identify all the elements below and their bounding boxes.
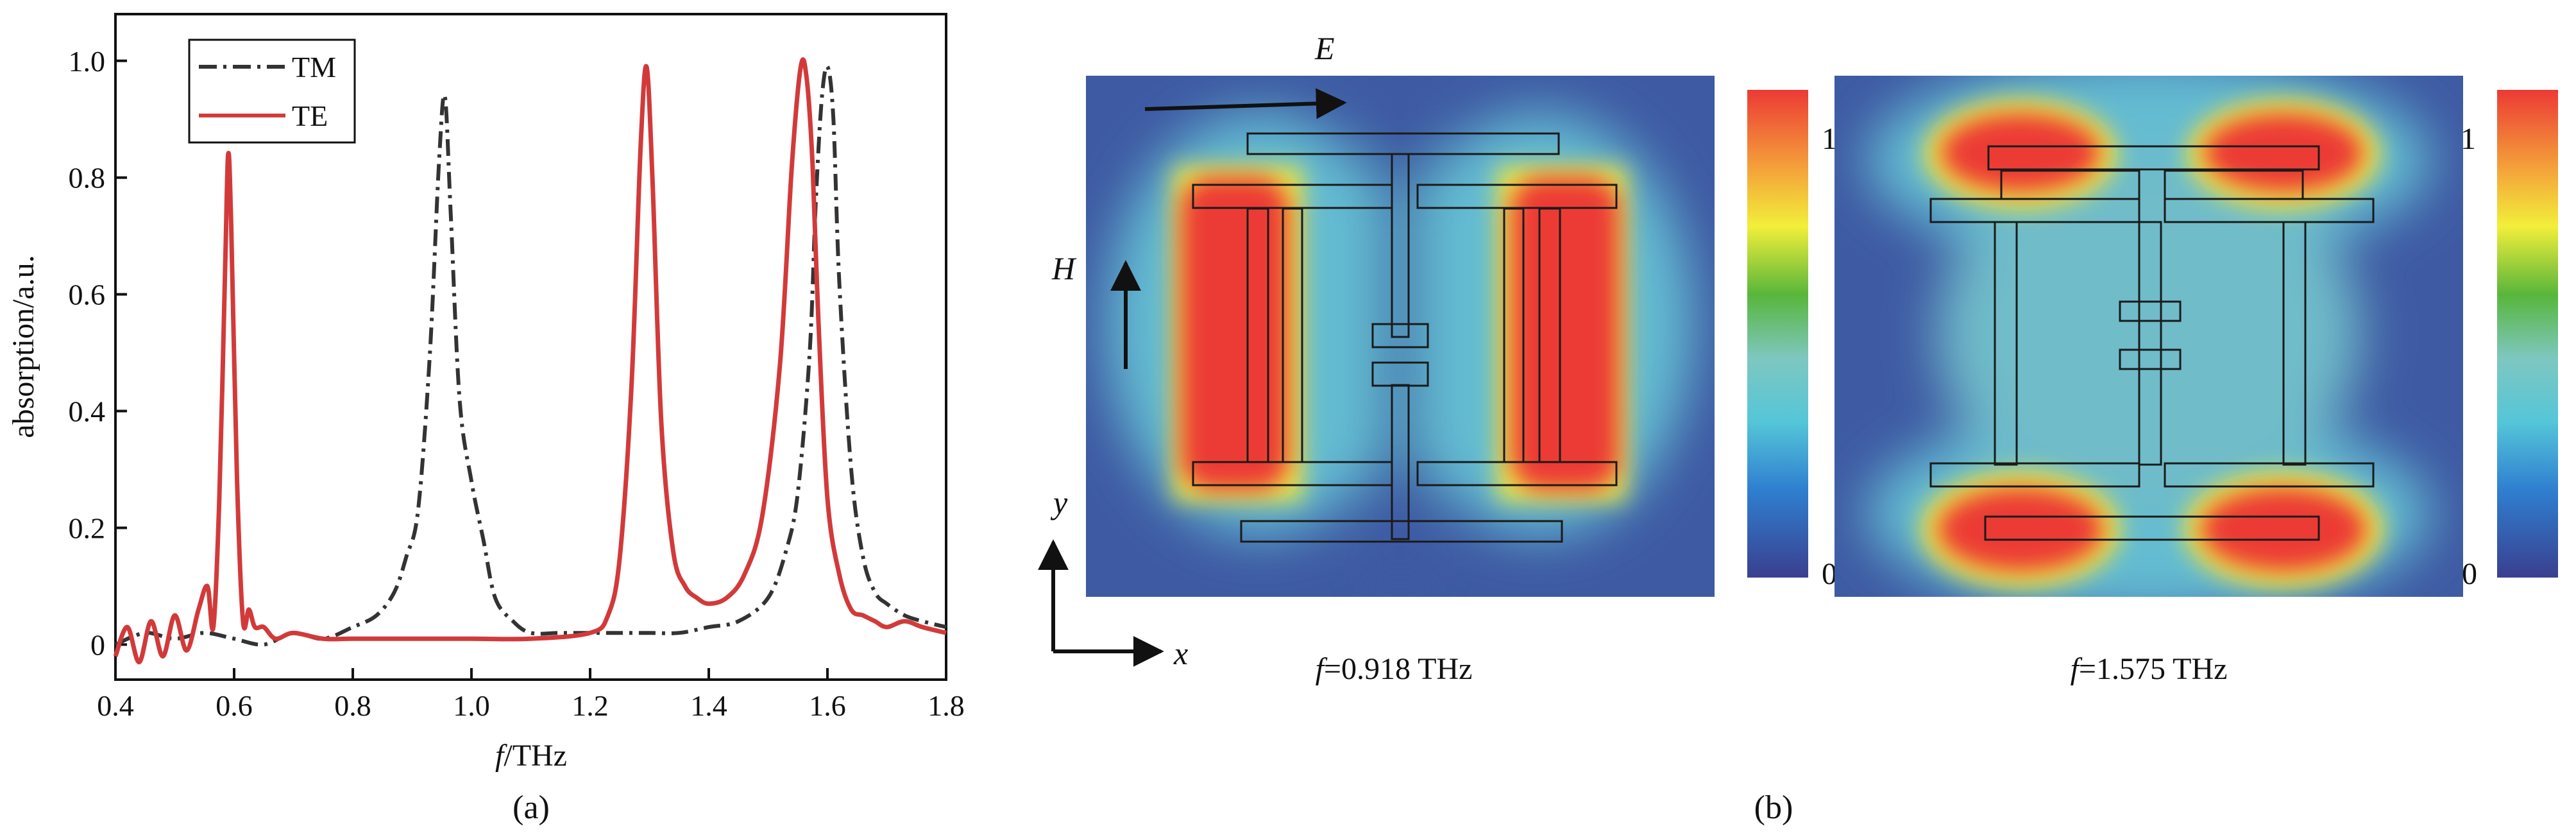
frequency-label-2-value: =1.575 THz (2079, 652, 2228, 686)
hot-spot-bottom-right (2200, 487, 2367, 572)
x-coordinate-label: x (1173, 635, 1188, 671)
y-tick-label: 0.4 (69, 395, 106, 428)
x-tick-label: 0.6 (216, 689, 253, 722)
x-axis-title-unit: /THz (504, 739, 567, 773)
y-tick-label: 0 (90, 628, 105, 661)
field-cloud-middle (1937, 154, 2360, 513)
x-axis-title: f/THz (495, 739, 567, 773)
hot-spot-bottom-left (1937, 487, 2104, 572)
legend-box (188, 39, 356, 144)
frequency-label-1-value: =0.918 THz (1324, 652, 1473, 686)
e-field-label: E (1314, 30, 1335, 66)
colorbar-1 (1747, 90, 1808, 578)
hot-bar-left (1180, 176, 1289, 491)
heatmap-1575 (1835, 76, 2463, 597)
panel-label-b: (b) (1754, 789, 1793, 826)
resonator-outline (1192, 132, 1618, 543)
h-field-label: H (1051, 250, 1077, 286)
plot-frame (114, 13, 947, 681)
frequency-label-2: f=1.575 THz (2071, 652, 2228, 686)
frequency-label-1: f=0.918 THz (1316, 652, 1473, 686)
x-tick-label: 1.4 (690, 689, 727, 722)
x-tick-label: 1.8 (928, 689, 965, 722)
legend-label-te: TE (292, 99, 328, 132)
x-tick-label: 1.0 (453, 689, 490, 722)
x-tick-label: 0.4 (97, 689, 134, 722)
panel-label-a: (a) (513, 789, 550, 826)
x-tick-label: 0.8 (334, 689, 371, 722)
x-tick-label: 1.2 (572, 689, 609, 722)
series-line-tm (114, 64, 947, 647)
hot-spot-top-right (2203, 113, 2364, 193)
colorbar-2-min: 0 (2462, 557, 2477, 591)
y-tick-label: 0.8 (69, 162, 106, 194)
absorption-line-chart: 0.4 0.6 0.8 1.0 1.2 1.4 1.6 1.8 0 0.2 0.4 0.6 0.8 1.… (6, 13, 965, 826)
y-coordinate-label: y (1050, 485, 1068, 520)
y-axis-title: absorption/a.u. (6, 255, 40, 438)
heatmap-0918 (1086, 76, 1715, 597)
resonator-outline-2 (1929, 145, 2375, 541)
field-distribution-panel: 1 0 (1038, 30, 2558, 826)
y-tick-label: 1.0 (69, 45, 106, 78)
y-axis-ticks: 0 0.2 0.4 0.6 0.8 1.0 (69, 45, 127, 661)
hot-spot-top-left (1940, 113, 2101, 193)
e-field-arrow (1144, 88, 1347, 119)
y-tick-label: 0.2 (69, 511, 106, 544)
series-line-te (113, 57, 947, 665)
x-axis-ticks: 0.4 0.6 0.8 1.0 1.2 1.4 1.6 1.8 (97, 668, 965, 722)
hot-bar-right (1511, 176, 1620, 491)
field-center-gap (1382, 96, 1418, 584)
x-tick-label: 1.6 (809, 689, 846, 722)
legend-label-tm: TM (292, 51, 336, 83)
series-layer (113, 57, 947, 665)
colorbar-2 (2497, 90, 2558, 578)
legend: TM TE (188, 39, 356, 144)
y-tick-label: 0.6 (69, 279, 106, 311)
colorbar-2-max: 1 (2461, 122, 2476, 156)
